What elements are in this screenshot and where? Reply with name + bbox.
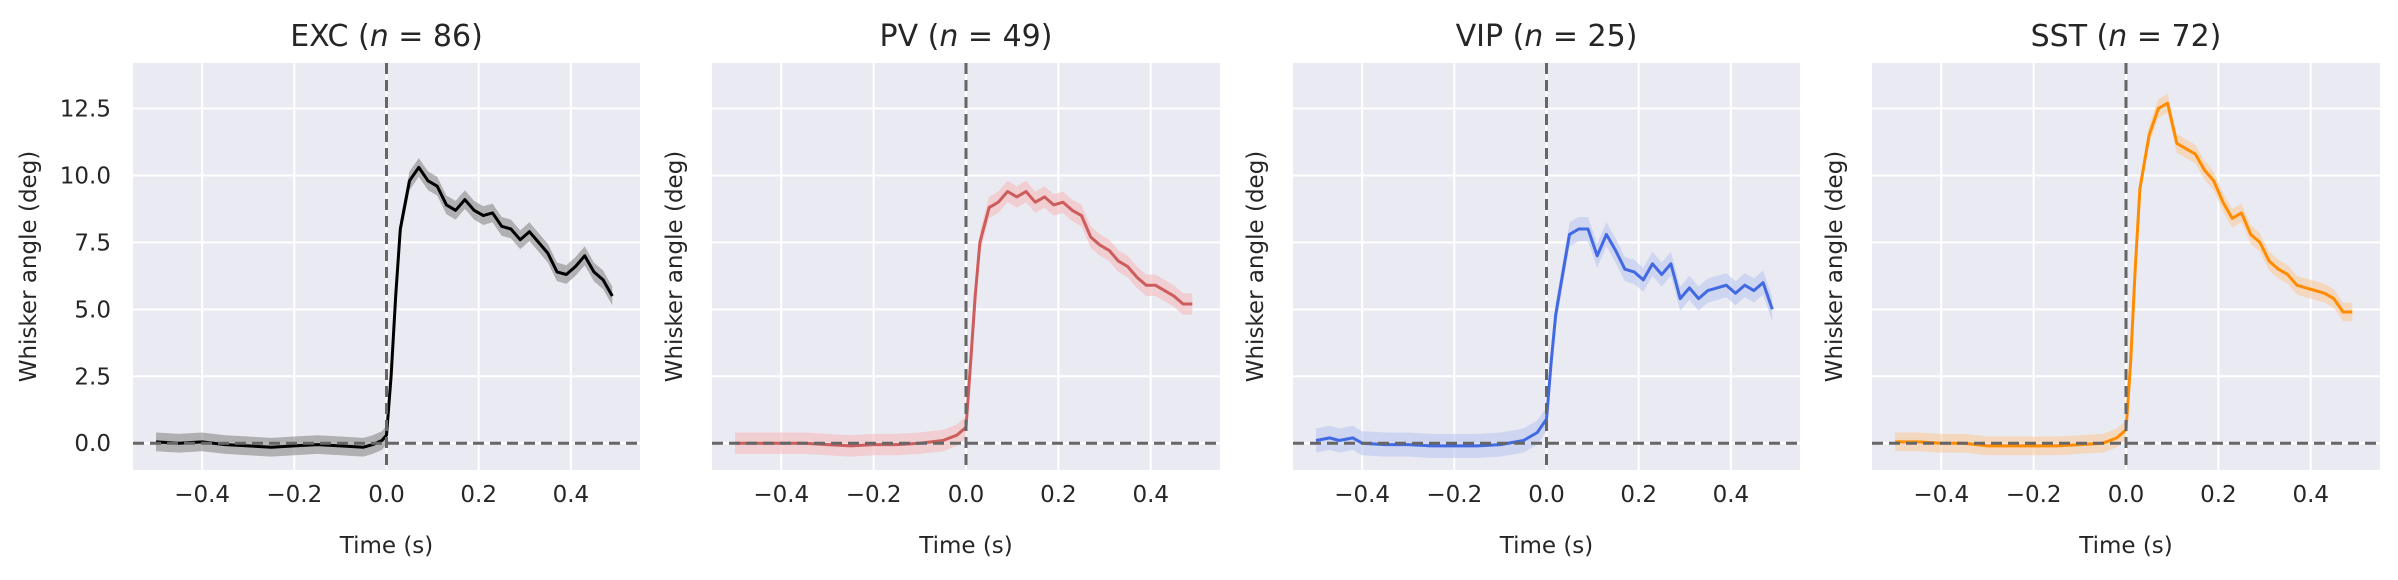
panel-title: EXC (n = 86) <box>290 19 483 54</box>
x-tick-label: 0.2 <box>1040 482 1077 508</box>
x-tick-label: 0.0 <box>368 482 405 508</box>
y-axis-label: Whisker angle (deg) <box>16 151 42 383</box>
panel-exc: −0.4 −0.2 0.0 0.2 0.4 0.0 2.5 5.0 7.5 10.0 12.5 Tim… <box>16 19 640 559</box>
y-tick-label: 12.5 <box>60 97 111 123</box>
x-tick-label: −0.2 <box>846 482 902 508</box>
x-tick-label: −0.2 <box>266 482 322 508</box>
x-tick-label: 0.2 <box>2200 482 2237 508</box>
x-tick-label: −0.4 <box>1334 482 1390 508</box>
mean-trace-line <box>735 190 1193 448</box>
x-axis-label: Time (s) <box>918 533 1013 559</box>
panel-sst: −0.4 −0.2 0.0 0.2 0.4 Time (s) Whisker angle (… <box>1822 19 2380 559</box>
y-axis-label: Whisker angle (deg) <box>662 151 688 383</box>
x-tick-label: −0.4 <box>753 482 809 508</box>
y-tick-label: 2.5 <box>74 364 111 390</box>
mean-trace-line <box>1315 227 1774 448</box>
x-tick-label: −0.2 <box>1426 482 1482 508</box>
mean-trace-line <box>1895 101 2353 448</box>
x-tick-label: 0.4 <box>1132 482 1169 508</box>
y-tick-label: 5.0 <box>74 297 111 323</box>
y-axis-label: Whisker angle (deg) <box>1822 151 1848 383</box>
x-axis-label: Time (s) <box>2078 533 2173 559</box>
y-tick-label: 10.0 <box>60 163 111 189</box>
x-tick-label: 0.0 <box>1528 482 1565 508</box>
panel-title: SST (n = 72) <box>2031 19 2222 54</box>
panel-title: PV (n = 49) <box>880 19 1053 54</box>
panel-vip: −0.4 −0.2 0.0 0.2 0.4 Time (s) Whisker angle (… <box>1243 19 1800 559</box>
x-tick-label: 0.2 <box>460 482 497 508</box>
y-tick-label: 7.5 <box>74 230 111 256</box>
panel-title: VIP (n = 25) <box>1456 19 1638 54</box>
x-axis-label: Time (s) <box>1499 533 1594 559</box>
x-tick-label: 0.4 <box>2292 482 2329 508</box>
x-tick-label: 0.4 <box>1713 482 1750 508</box>
x-tick-label: 0.4 <box>553 482 590 508</box>
x-tick-label: −0.4 <box>1913 482 1969 508</box>
panel-pv: −0.4 −0.2 0.0 0.2 0.4 Time (s) Whisker angle (… <box>662 19 1220 559</box>
y-axis-label: Whisker angle (deg) <box>1243 151 1269 383</box>
x-tick-label: −0.2 <box>2006 482 2062 508</box>
x-tick-label: 0.0 <box>2108 482 2145 508</box>
mean-trace-line <box>155 165 614 449</box>
x-tick-label: 0.0 <box>948 482 985 508</box>
y-tick-label: 0.0 <box>74 431 111 457</box>
confidence-band <box>1316 217 1773 458</box>
x-axis-label: Time (s) <box>339 533 434 559</box>
x-tick-label: 0.2 <box>1620 482 1657 508</box>
x-tick-label: −0.4 <box>174 482 230 508</box>
